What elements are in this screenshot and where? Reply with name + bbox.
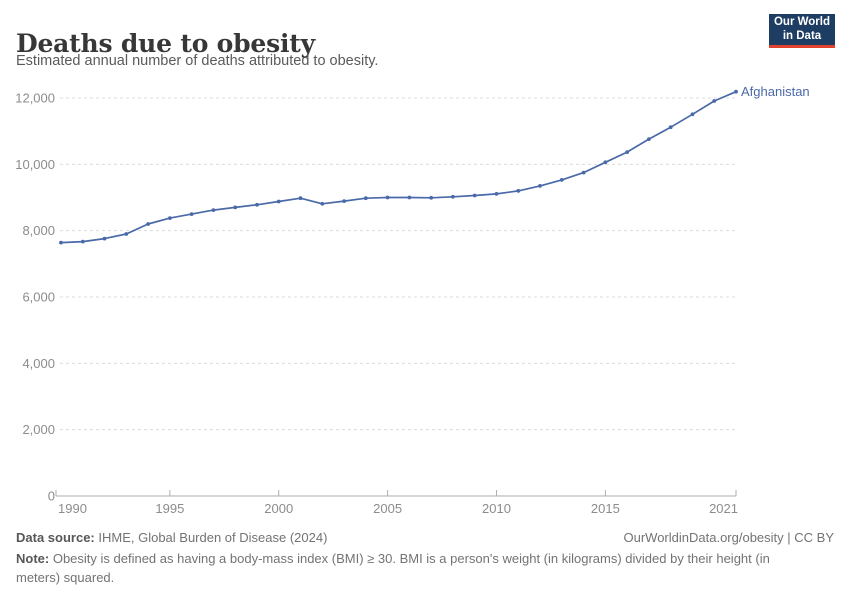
data-point[interactable] bbox=[276, 199, 281, 204]
x-tick-label: 2010 bbox=[482, 501, 511, 516]
y-tick-label: 12,000 bbox=[15, 91, 55, 106]
data-point[interactable] bbox=[342, 199, 346, 203]
data-point[interactable] bbox=[211, 208, 216, 213]
footer-source-row: Data source: IHME, Global Burden of Dise… bbox=[16, 530, 834, 545]
data-point[interactable] bbox=[538, 184, 542, 188]
data-point[interactable] bbox=[124, 232, 129, 236]
data-point[interactable] bbox=[189, 212, 194, 217]
data-point[interactable] bbox=[233, 205, 238, 210]
x-tick-label: 2021 bbox=[709, 501, 738, 516]
data-point[interactable] bbox=[647, 137, 651, 141]
data-point[interactable] bbox=[385, 195, 390, 200]
data-point[interactable] bbox=[712, 99, 717, 103]
owid-logo-line2: in Data bbox=[782, 29, 822, 42]
data-point[interactable] bbox=[298, 196, 303, 201]
x-tick-label: 1990 bbox=[58, 501, 87, 516]
x-tick-label: 2005 bbox=[373, 501, 402, 516]
data-point[interactable] bbox=[59, 240, 63, 245]
data-point[interactable] bbox=[429, 195, 434, 200]
footer-source-text: IHME, Global Burden of Disease (2024) bbox=[94, 530, 328, 545]
x-tick-label: 2000 bbox=[264, 501, 293, 516]
page-subtitle: Estimated annual number of deaths attrib… bbox=[16, 53, 379, 69]
owid-logo[interactable]: Our World in Data bbox=[769, 14, 835, 48]
x-tick-label: 1995 bbox=[155, 501, 184, 516]
footer-source: Data source: IHME, Global Burden of Dise… bbox=[16, 530, 327, 545]
data-point[interactable] bbox=[363, 196, 368, 201]
data-point[interactable] bbox=[516, 189, 521, 193]
data-point[interactable] bbox=[407, 195, 412, 200]
footer-note-text: Obesity is defined as having a body-mass… bbox=[16, 551, 770, 585]
data-point[interactable] bbox=[734, 89, 738, 94]
page-title: Deaths due to obesity bbox=[16, 28, 315, 58]
data-point[interactable] bbox=[625, 150, 629, 154]
data-point[interactable] bbox=[451, 194, 455, 199]
data-point[interactable] bbox=[472, 193, 477, 198]
data-point[interactable] bbox=[146, 222, 151, 226]
data-point[interactable] bbox=[320, 201, 325, 206]
y-tick-label: 4,000 bbox=[22, 356, 55, 371]
data-point[interactable] bbox=[559, 178, 564, 182]
data-point[interactable] bbox=[80, 239, 85, 244]
x-tick-label: 2015 bbox=[591, 501, 620, 516]
data-point[interactable] bbox=[690, 112, 695, 117]
footer-source-label: Data source: bbox=[16, 530, 95, 545]
y-tick-label: 2,000 bbox=[22, 422, 55, 437]
data-point[interactable] bbox=[494, 192, 499, 196]
data-point[interactable] bbox=[102, 236, 107, 241]
y-tick-label: 0 bbox=[48, 489, 55, 504]
footer-license-link[interactable]: OurWorldinData.org/obesity | CC BY bbox=[623, 530, 835, 545]
owid-logo-line1: Our World bbox=[773, 15, 830, 28]
data-line[interactable] bbox=[60, 90, 737, 244]
data-point[interactable] bbox=[255, 202, 259, 207]
y-tick-label: 6,000 bbox=[22, 290, 55, 305]
data-point[interactable] bbox=[581, 170, 586, 175]
data-point[interactable] bbox=[603, 160, 608, 165]
y-tick-label: 8,000 bbox=[22, 223, 55, 238]
footer-note: Note: Obesity is defined as having a bod… bbox=[16, 550, 808, 588]
data-point[interactable] bbox=[168, 216, 172, 221]
entity-label[interactable]: Afghanistan bbox=[741, 84, 810, 99]
chart-canvas[interactable]: 0 2,000 4,000 6,000 8,000 10,000 12,000 1990 199… bbox=[0, 78, 850, 523]
data-point[interactable] bbox=[668, 125, 673, 130]
footer-note-label: Note: bbox=[16, 551, 50, 566]
y-tick-label: 10,000 bbox=[15, 157, 55, 172]
